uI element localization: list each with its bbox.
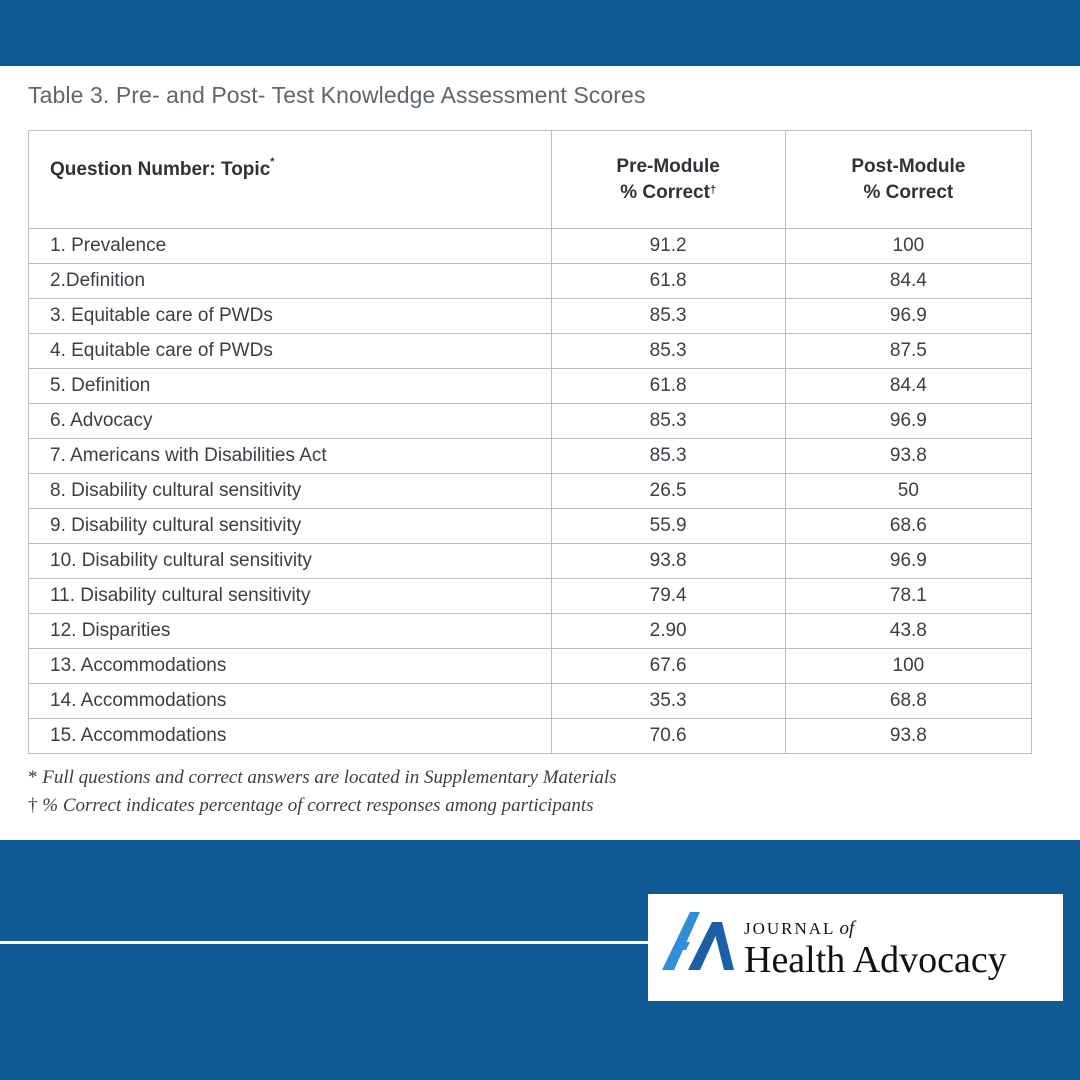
table-row: 13. Accommodations 67.6 100 (28, 648, 1033, 684)
header-post-module: Post-Module% Correct (784, 130, 1033, 229)
row-post: 100 (784, 228, 1033, 264)
row-post: 50 (784, 473, 1033, 509)
journal-logo-icon (662, 912, 734, 970)
table-row: 14. Accommodations 35.3 68.8 (28, 683, 1033, 719)
row-topic: 9. Disability cultural sensitivity (28, 508, 552, 544)
row-pre: 35.3 (550, 683, 786, 719)
row-pre: 26.5 (550, 473, 786, 509)
row-pre: 85.3 (550, 438, 786, 474)
row-topic: 1. Prevalence (28, 228, 552, 264)
logo-journal-text: JOURNAL of (744, 918, 855, 939)
table-row: 12. Disparities 2.90 43.8 (28, 613, 1033, 649)
table-row: 8. Disability cultural sensitivity 26.5 50 (28, 473, 1033, 509)
row-post: 96.9 (784, 403, 1033, 439)
asterisk-mark: * (270, 155, 275, 168)
footer-divider (0, 941, 650, 944)
table-row: 10. Disability cultural sensitivity 93.8 9… (28, 543, 1033, 579)
row-post: 100 (784, 648, 1033, 684)
table-row: 5. Definition 61.8 84.4 (28, 368, 1033, 404)
table-row: 4. Equitable care of PWDs 85.3 87.5 (28, 333, 1033, 369)
row-topic: 5. Definition (28, 368, 552, 404)
row-post: 87.5 (784, 333, 1033, 369)
row-topic: 10. Disability cultural sensitivity (28, 543, 552, 579)
table-row: 3. Equitable care of PWDs 85.3 96.9 (28, 298, 1033, 334)
row-post: 68.8 (784, 683, 1033, 719)
row-topic: 14. Accommodations (28, 683, 552, 719)
journal-logo: JOURNAL of Health Advocacy (648, 894, 1063, 1001)
row-topic: 8. Disability cultural sensitivity (28, 473, 552, 509)
row-post: 84.4 (784, 263, 1033, 299)
row-pre: 70.6 (550, 718, 786, 754)
row-topic: 6. Advocacy (28, 403, 552, 439)
row-pre: 85.3 (550, 298, 786, 334)
row-pre: 61.8 (550, 263, 786, 299)
header-pre-module: Pre-Module% Correct† (550, 130, 786, 229)
row-pre: 85.3 (550, 333, 786, 369)
row-topic: 4. Equitable care of PWDs (28, 333, 552, 369)
table-row: 1. Prevalence 91.2 100 (28, 228, 1033, 264)
row-post: 93.8 (784, 438, 1033, 474)
row-post: 84.4 (784, 368, 1033, 404)
row-pre: 55.9 (550, 508, 786, 544)
row-pre: 79.4 (550, 578, 786, 614)
row-post: 93.8 (784, 718, 1033, 754)
dagger-mark: † (709, 183, 717, 196)
row-topic: 3. Equitable care of PWDs (28, 298, 552, 334)
footnote-dagger: † % Correct indicates percentage of corr… (28, 795, 594, 816)
logo-title: Health Advocacy (744, 939, 1007, 981)
row-pre: 91.2 (550, 228, 786, 264)
footnote-asterisk: * Full questions and correct answers are… (28, 767, 617, 788)
scores-table: Question Number: Topic* Pre-Module% Corr… (28, 130, 1033, 754)
row-post: 96.9 (784, 543, 1033, 579)
row-pre: 93.8 (550, 543, 786, 579)
row-post: 96.9 (784, 298, 1033, 334)
table-row: 11. Disability cultural sensitivity 79.4 7… (28, 578, 1033, 614)
row-topic: 13. Accommodations (28, 648, 552, 684)
row-pre: 85.3 (550, 403, 786, 439)
row-topic: 7. Americans with Disabilities Act (28, 438, 552, 474)
row-post: 68.6 (784, 508, 1033, 544)
row-topic: 15. Accommodations (28, 718, 552, 754)
row-topic: 2.Definition (28, 263, 552, 299)
table-row: 2.Definition 61.8 84.4 (28, 263, 1033, 299)
header-topic: Question Number: Topic* (28, 130, 552, 229)
header-band (0, 0, 1080, 66)
table-row: 6. Advocacy 85.3 96.9 (28, 403, 1033, 439)
row-post: 43.8 (784, 613, 1033, 649)
row-post: 78.1 (784, 578, 1033, 614)
table-footnotes: * Full questions and correct answers are… (28, 764, 617, 820)
table-row: 15. Accommodations 70.6 93.8 (28, 718, 1033, 754)
table-caption: Table 3. Pre- and Post- Test Knowledge A… (28, 82, 646, 108)
table-header-row: Question Number: Topic* Pre-Module% Corr… (28, 130, 1033, 229)
table-row: 7. Americans with Disabilities Act 85.3 93… (28, 438, 1033, 474)
row-pre: 2.90 (550, 613, 786, 649)
row-pre: 61.8 (550, 368, 786, 404)
row-topic: 11. Disability cultural sensitivity (28, 578, 552, 614)
row-topic: 12. Disparities (28, 613, 552, 649)
row-pre: 67.6 (550, 648, 786, 684)
table-row: 9. Disability cultural sensitivity 55.9 68… (28, 508, 1033, 544)
